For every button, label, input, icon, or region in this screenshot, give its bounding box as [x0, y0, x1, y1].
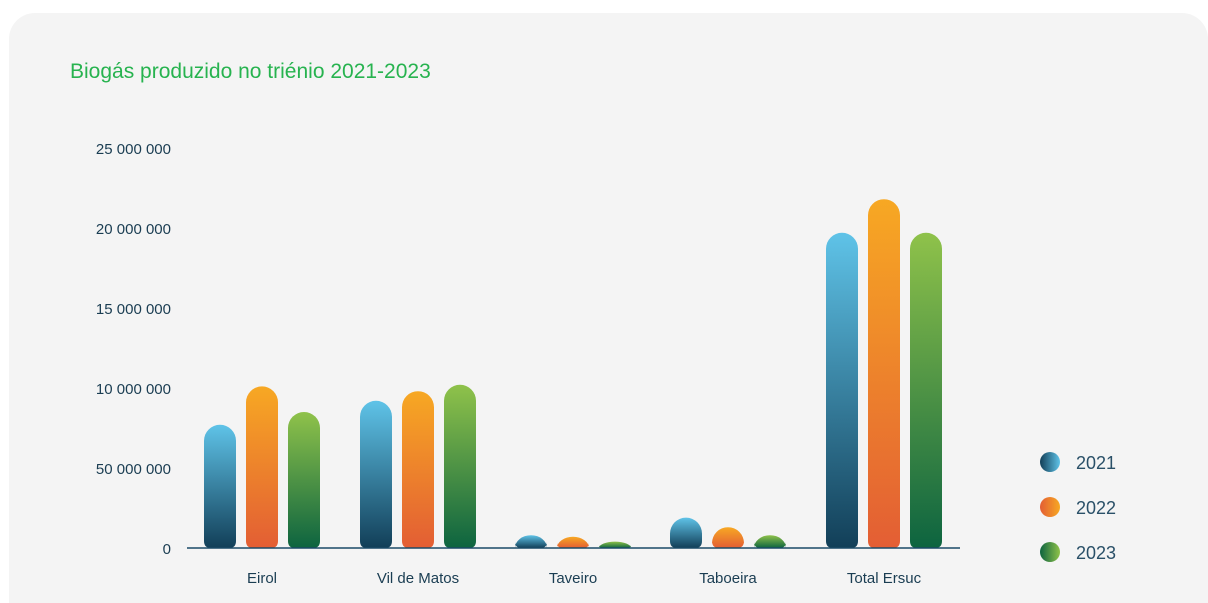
bar-2022-taveiro: [557, 536, 589, 548]
x-axis: Eirol Vil de Matos Taveiro Taboeira Total Er…: [247, 570, 922, 587]
bars: [204, 199, 942, 549]
legend-swatch-2023: [1040, 542, 1060, 562]
x-tick-label: Total Ersuc: [847, 570, 922, 587]
bar-2022-taboeira: [712, 527, 744, 548]
bar-2023-total-ersuc: [910, 232, 942, 549]
bar-2022-total-ersuc: [868, 199, 900, 548]
bar-2021-total-ersuc: [826, 232, 858, 549]
y-tick-label: 25 000 000: [96, 141, 171, 158]
y-tick-label: 10 000 000: [96, 381, 171, 398]
legend-label: 2023: [1076, 543, 1116, 563]
y-tick-label: 20 000 000: [96, 221, 171, 238]
legend-label: 2022: [1076, 498, 1116, 518]
bar-2022-vil-de-matos: [402, 391, 434, 548]
y-tick-label: 0: [163, 541, 171, 558]
bar-2021-taboeira: [670, 517, 702, 548]
bar-2023-taveiro: [599, 541, 631, 548]
bar-2023-vil-de-matos: [444, 384, 476, 548]
y-tick-label: 15 000 000: [96, 301, 171, 318]
bar-2021-taveiro: [515, 535, 547, 548]
bar-2021-eirol: [204, 424, 236, 548]
x-tick-label: Taveiro: [549, 570, 597, 587]
bar-2023-eirol: [288, 412, 320, 548]
y-axis: 0 50 000 000 10 000 000 15 000 000 20 000 00…: [96, 141, 171, 558]
x-tick-label: Eirol: [247, 570, 277, 587]
legend: 2021 2022 2023: [1040, 452, 1116, 563]
bar-2023-taboeira: [754, 535, 786, 548]
legend-label: 2021: [1076, 453, 1116, 473]
bar-2021-vil-de-matos: [360, 400, 392, 548]
bar-2022-eirol: [246, 386, 278, 548]
x-tick-label: Vil de Matos: [377, 570, 459, 587]
chart-title: Biogás produzido no triénio 2021-2023: [70, 60, 431, 83]
x-tick-label: Taboeira: [699, 570, 757, 587]
legend-swatch-2022: [1040, 497, 1060, 517]
legend-swatch-2021: [1040, 452, 1060, 472]
y-tick-label: 50 000 000: [96, 461, 171, 478]
